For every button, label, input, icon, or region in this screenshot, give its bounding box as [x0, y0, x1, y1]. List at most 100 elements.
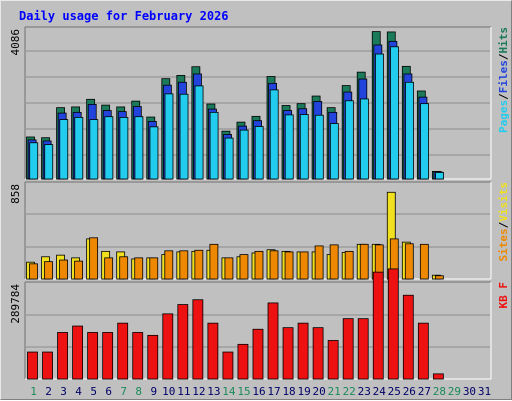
day-label-18: 18 [282, 385, 295, 398]
day-label-17: 17 [267, 385, 280, 398]
pages-bar [179, 93, 189, 180]
kbytes-bar [417, 322, 429, 380]
day-label-3: 3 [60, 385, 67, 398]
kbytes-bar [207, 322, 219, 380]
pages-bar [254, 126, 264, 180]
kbytes-bar [72, 325, 83, 380]
pages-bar [405, 81, 414, 180]
sites-bar [134, 257, 144, 280]
pages-bar [344, 100, 354, 180]
day-label-30: 30 [463, 385, 476, 398]
pages-bar [89, 119, 99, 180]
day-label-1: 1 [30, 385, 37, 398]
day-label-25: 25 [388, 385, 401, 398]
kbytes-bar [162, 313, 174, 380]
pages-bar [149, 126, 159, 180]
pages-bar [134, 116, 144, 180]
legend-hits: Hits [497, 27, 510, 54]
day-label-26: 26 [403, 385, 416, 398]
sites-bar [359, 243, 369, 280]
sites-bar [89, 237, 99, 280]
pages-bar [44, 144, 54, 180]
kbytes-bar [117, 322, 129, 380]
day-label-16: 16 [252, 385, 265, 398]
sites-bar [284, 251, 294, 280]
kbytes-bar [177, 304, 189, 380]
day-label-24: 24 [373, 385, 387, 398]
sites-bar [329, 244, 339, 280]
sites-bar [224, 257, 234, 280]
sites-bar [59, 259, 68, 280]
day-label-31: 31 [478, 385, 491, 398]
kbytes-bar [147, 334, 159, 380]
kbytes-bar [387, 268, 399, 380]
legend-separator: / [497, 93, 510, 100]
pages-bar [164, 93, 174, 180]
pages-bar [360, 98, 369, 180]
day-label-8: 8 [135, 385, 142, 398]
pages-bar [74, 117, 84, 180]
pages-bar [119, 117, 129, 180]
kbytes-bar [402, 294, 414, 380]
sites-bar [104, 257, 114, 280]
axis-max-visits: 858 [9, 184, 22, 204]
kbytes-bar [267, 302, 279, 380]
kbytes-bar [327, 340, 339, 380]
sites-bar [239, 254, 249, 280]
axis-max-hits: 4086 [9, 29, 22, 56]
legend-bottom: KB F [497, 282, 510, 309]
kbytes-bar [42, 351, 53, 380]
day-label-29: 29 [448, 385, 461, 398]
day-label-10: 10 [162, 385, 175, 398]
sites-bar [209, 243, 219, 280]
day-label-4: 4 [75, 385, 82, 398]
legend-mid: Sites/Visits [497, 182, 510, 262]
legend-separator: / [497, 221, 510, 228]
pages-bar [224, 137, 234, 180]
kbytes-bar [192, 299, 204, 380]
sites-bar [194, 249, 204, 280]
sites-bar [269, 250, 279, 280]
legend-visits: Visits [497, 182, 510, 222]
chart-title: Daily usage for February 2026 [19, 9, 229, 23]
pages-bar [420, 103, 429, 180]
day-label-15: 15 [237, 385, 250, 398]
kbytes-bar [27, 351, 38, 380]
sites-bar [74, 260, 83, 280]
pages-bar [269, 89, 279, 180]
pages-bar [390, 46, 399, 180]
pages-bar [59, 119, 69, 180]
day-label-9: 9 [150, 385, 157, 398]
sites-bar [434, 275, 444, 280]
day-label-23: 23 [358, 385, 371, 398]
sites-bar [179, 250, 189, 280]
sites-bar [254, 250, 264, 280]
day-label-21: 21 [328, 385, 341, 398]
sites-bar [344, 250, 354, 280]
pages-bar [284, 114, 294, 180]
pages-bar [194, 85, 204, 180]
kbytes-bar [237, 343, 249, 380]
legend-kb-f: KB F [497, 282, 510, 309]
day-label-20: 20 [313, 385, 326, 398]
kbytes-bar [297, 322, 309, 380]
pages-bar [209, 111, 219, 180]
legend-separator: / [497, 53, 510, 60]
kbytes-bar [357, 318, 369, 380]
pages-bar [29, 142, 39, 180]
sites-bar [419, 243, 429, 280]
sites-bar [404, 243, 414, 280]
kbytes-bar [312, 327, 324, 380]
kbytes-bar [102, 332, 114, 380]
pages-bar [299, 114, 309, 180]
kbytes-bar [132, 332, 144, 380]
kbytes-bar [252, 328, 264, 380]
day-label-6: 6 [105, 385, 112, 398]
day-label-19: 19 [297, 385, 310, 398]
day-label-22: 22 [343, 385, 356, 398]
kbytes-bar [342, 318, 354, 380]
legend-files: Files [497, 60, 510, 93]
pages-bar [375, 53, 384, 180]
day-label-5: 5 [90, 385, 97, 398]
